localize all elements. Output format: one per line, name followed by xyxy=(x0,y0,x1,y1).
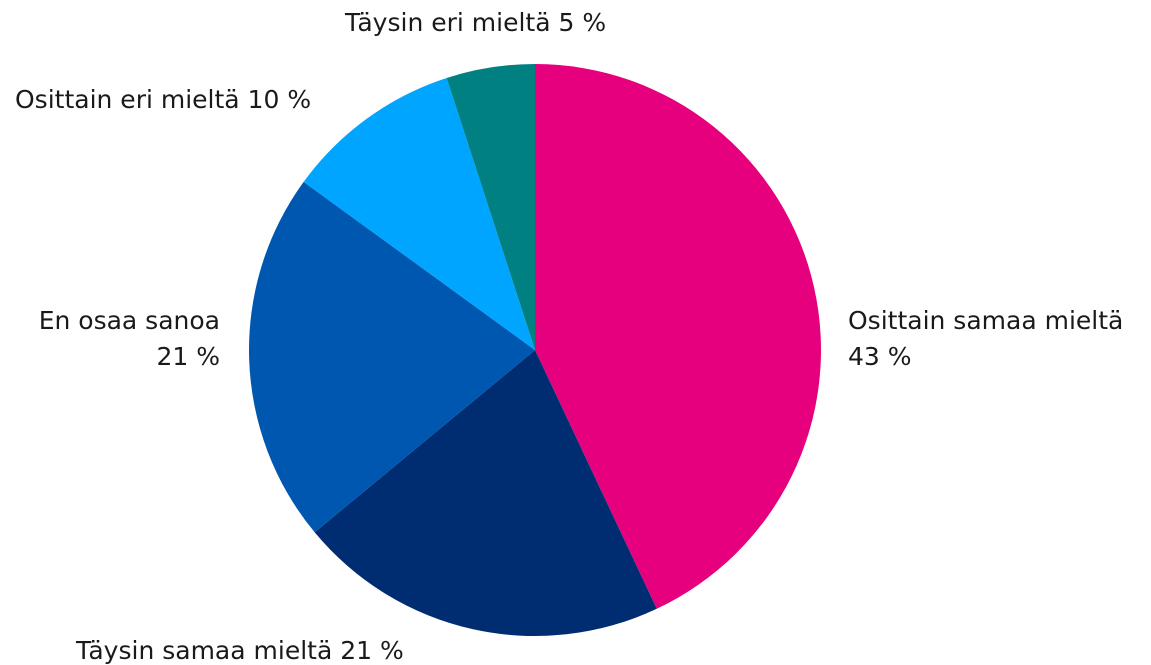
slice-label: Täysin eri mieltä 5 % xyxy=(344,8,606,37)
slice-label: Osittain samaa mieltä xyxy=(848,306,1123,335)
value-label: 10 % xyxy=(248,85,312,114)
value-label: 5 % xyxy=(559,8,607,37)
pie-slice xyxy=(303,77,535,350)
pie-slice xyxy=(249,181,535,533)
pie-slice xyxy=(446,64,535,350)
slice-label: Osittain eri mieltä 10 % xyxy=(15,85,311,114)
category-text: Osittain eri mieltä xyxy=(15,85,240,114)
category-text: Täysin eri mieltä xyxy=(344,8,551,37)
slice-label: Täysin samaa mieltä 21 % xyxy=(75,636,404,665)
pie-slice xyxy=(314,350,657,636)
value-label: 21 % xyxy=(156,342,220,371)
value-label: 21 % xyxy=(340,636,404,665)
slice-label: En osaa sanoa xyxy=(39,306,220,335)
category-text: Täysin samaa mieltä xyxy=(75,636,332,665)
pie-slice xyxy=(535,64,821,609)
value-label: 43 % xyxy=(848,342,912,371)
